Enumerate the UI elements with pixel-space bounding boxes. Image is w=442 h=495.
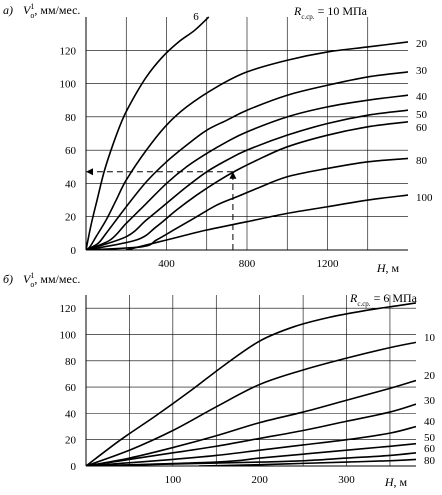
series-label-10: 10 bbox=[424, 332, 436, 344]
series-label-60: 60 bbox=[416, 122, 428, 134]
series-line-30 bbox=[86, 71, 408, 250]
series-line-60 bbox=[86, 452, 416, 466]
x-tick-label: 800 bbox=[239, 258, 256, 270]
series-label-80: 80 bbox=[416, 155, 428, 167]
series-line-10 bbox=[86, 341, 416, 466]
y-tick-label: 40 bbox=[65, 408, 77, 420]
y-tick-label: 20 bbox=[65, 435, 77, 447]
y-tick-label: 60 bbox=[65, 382, 77, 394]
y-tick-label: 40 bbox=[65, 178, 77, 190]
series-line-30 bbox=[86, 403, 416, 466]
x-tick-label: 400 bbox=[158, 258, 175, 270]
series-line-unlabeled bbox=[86, 302, 416, 466]
y-tick-label: 80 bbox=[65, 356, 77, 368]
y-tick-label: 0 bbox=[71, 461, 77, 473]
y-tick-label: 20 bbox=[65, 212, 77, 224]
annotation-arrowhead-left bbox=[86, 168, 93, 176]
series-label-20: 20 bbox=[416, 38, 428, 50]
series-line-20 bbox=[86, 41, 408, 250]
series-label-30: 30 bbox=[416, 65, 428, 77]
series-line-40 bbox=[86, 425, 416, 466]
series-line-100 bbox=[126, 194, 408, 250]
series-label-50: 50 bbox=[416, 109, 428, 121]
chart-panel-1: 0 20 40 60 80 100 120 400 800 1200 а) V1 o, мм/мес. H… bbox=[3, 2, 433, 275]
x-tick-label: 300 bbox=[338, 474, 355, 486]
series-label-6: 6 bbox=[193, 11, 199, 23]
series-label-80: 80 bbox=[424, 455, 436, 467]
series-label-100: 100 bbox=[416, 192, 433, 204]
series-label-30: 30 bbox=[424, 395, 436, 407]
series-line-40 bbox=[86, 94, 408, 250]
x-axis-label: H, м bbox=[376, 261, 400, 275]
series-label-40: 40 bbox=[416, 91, 428, 103]
series-line-60 bbox=[86, 121, 408, 250]
series-label-50: 50 bbox=[424, 432, 436, 444]
annotation-arrowhead-up bbox=[229, 171, 237, 179]
y-axis-label: V1 o, мм/мес. bbox=[23, 271, 80, 289]
series-label-60: 60 bbox=[424, 443, 436, 455]
series-line-80 bbox=[198, 458, 416, 466]
series-line-50 bbox=[86, 109, 408, 250]
series-line-80 bbox=[86, 157, 408, 250]
y-tick-label: 60 bbox=[65, 145, 77, 157]
parameter-label: Rс.ср. = 10 МПа bbox=[293, 4, 368, 21]
x-axis-label: H, м bbox=[384, 475, 408, 489]
series-line-20 bbox=[86, 379, 416, 466]
series-line-6 bbox=[86, 16, 210, 250]
series-label-20: 20 bbox=[424, 370, 436, 382]
x-tick-label: 1200 bbox=[317, 258, 340, 270]
y-tick-label: 80 bbox=[65, 112, 77, 124]
y-tick-label: 0 bbox=[71, 245, 77, 257]
series-label-40: 40 bbox=[424, 416, 436, 428]
panel-label: а) bbox=[3, 3, 13, 17]
y-tick-label: 120 bbox=[60, 45, 77, 57]
x-tick-label: 200 bbox=[251, 474, 268, 486]
y-tick-label: 100 bbox=[60, 329, 77, 341]
x-tick-label: 100 bbox=[165, 474, 182, 486]
y-tick-label: 100 bbox=[60, 79, 77, 91]
y-axis-label: V1 o, мм/мес. bbox=[23, 2, 80, 20]
panel-label: б) bbox=[3, 272, 13, 286]
y-tick-label: 120 bbox=[60, 303, 77, 315]
parameter-label: Rс.ср. = 6 МПа bbox=[349, 291, 418, 308]
